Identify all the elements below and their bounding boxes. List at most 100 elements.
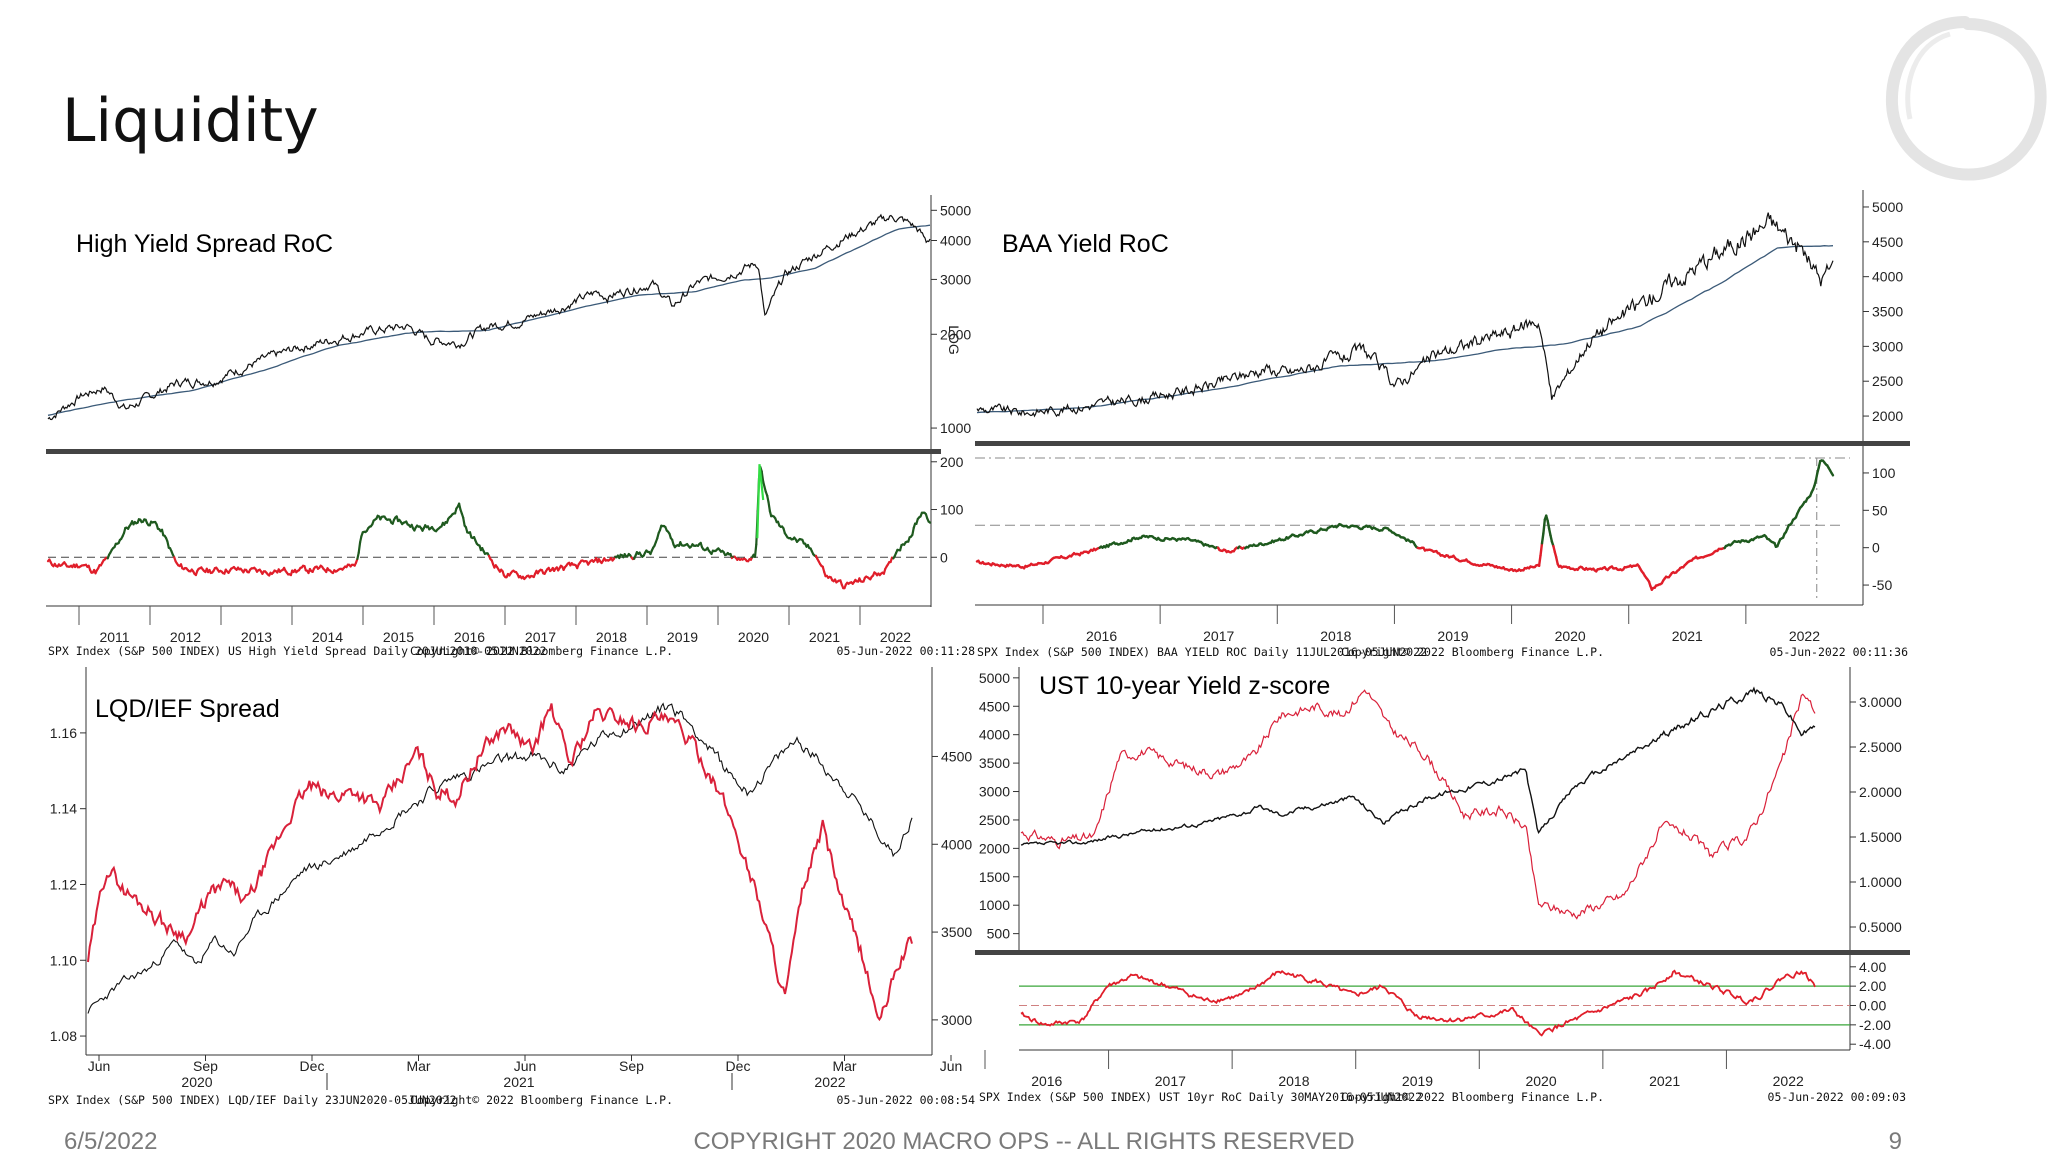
upper-y-tick-label: 4000 — [1872, 269, 1903, 285]
x-tick-label: Mar — [406, 1058, 430, 1074]
left-y-tick-label: 1.14 — [50, 801, 77, 817]
lower-y-tick-label: -2.00 — [1859, 1017, 1891, 1033]
lower-y-tick-label: -4.00 — [1859, 1036, 1891, 1052]
x-tick-label: Sep — [619, 1058, 644, 1074]
x-tick-label: 2018 — [1320, 628, 1351, 644]
chart-title: High Yield Spread RoC — [76, 230, 333, 258]
caption-copyright: Copyright© 2022 Bloomberg Finance L.P. — [410, 1093, 673, 1107]
x-tick-label: 2021 — [1649, 1073, 1680, 1089]
roc-segment — [911, 526, 915, 536]
x-tick-label: 2011 — [99, 629, 129, 645]
x-tick-label: 2016 — [1031, 1073, 1062, 1089]
right-y-tick-label: 1.5000 — [1859, 829, 1902, 845]
right-y-tick-label: 4500 — [941, 748, 972, 764]
right-y-tick-label: 2.5000 — [1859, 739, 1902, 755]
lqd-ief-line — [87, 703, 913, 1022]
upper-y-tick-label: 2000 — [1872, 408, 1903, 424]
roc-segment — [1814, 472, 1819, 482]
x-tick-label: Sep — [193, 1058, 218, 1074]
logo-ring-icon — [1885, 16, 2047, 181]
left-y-tick-label: 1.10 — [50, 952, 77, 968]
upper-y-tick-label: 5000 — [1872, 199, 1903, 215]
x-tick-label: Mar — [832, 1058, 856, 1074]
left-y-tick-label: 2000 — [979, 840, 1010, 856]
x-tick-label: 2022 — [1789, 628, 1820, 644]
lower-y-tick-label: 4.00 — [1859, 959, 1886, 975]
x-tick-label: 2018 — [596, 629, 627, 645]
left-y-tick-label: 5000 — [979, 670, 1010, 686]
pane-separator — [975, 441, 1910, 446]
roc-segment — [767, 501, 772, 513]
caption-source: SPX Index (S&P 500 INDEX) UST 10yr RoC D… — [979, 1090, 1422, 1104]
lower-y-tick-label: 100 — [1872, 465, 1896, 481]
right-y-tick-label: 1.0000 — [1859, 874, 1902, 890]
x-tick-label: 2021 — [809, 629, 840, 645]
caption-timestamp: 05-Jun-2022 00:11:36 — [1770, 645, 1909, 659]
upper-y-tick-label: 5000 — [940, 202, 971, 218]
left-y-tick-label: 500 — [987, 926, 1011, 942]
roc-segment — [1540, 532, 1545, 545]
roc-segment — [1546, 519, 1551, 530]
moving-average-line — [47, 224, 931, 416]
caption-source: SPX Index (S&P 500 INDEX) US High Yield … — [48, 644, 547, 658]
left-y-tick-label: 4500 — [979, 698, 1010, 714]
chart-ust-10y-zscore: 5000 4500 4000 3500 3000 2500 2000 1500 1000 500 3… — [975, 665, 1910, 1115]
x-tick-label: Jun — [88, 1058, 111, 1074]
roc-segment — [1537, 554, 1542, 567]
left-y-tick-label: 1000 — [979, 897, 1010, 913]
x-tick-label: Jun — [514, 1058, 537, 1074]
chart-baa-yield-roc: 5000 4500 4000 3500 3000 2500 2000 BAA Yield Ro… — [975, 190, 1910, 665]
left-y-tick-label: 2500 — [979, 812, 1010, 828]
x-tick-label: 2020 — [1555, 628, 1586, 644]
chart-ust-svg: 5000 4500 4000 3500 3000 2500 2000 1500 1000 500 3… — [975, 667, 1910, 1104]
roc-segment — [1830, 471, 1835, 477]
x-tick-label: 2019 — [667, 629, 698, 645]
chart-lqd-svg: 1.16 1.14 1.12 1.10 1.08 4500 4000 3500 3000 LQD/… — [48, 667, 976, 1107]
x-tick-label: 2016 — [1086, 628, 1117, 644]
zscore-line — [1020, 969, 1816, 1037]
x-tick-label: 2019 — [1437, 628, 1468, 644]
roc-segment — [1542, 518, 1546, 535]
chart-baa-svg: 5000 4500 4000 3500 3000 2500 2000 BAA Yield Ro… — [975, 190, 1910, 659]
lower-y-tick-label: 0.00 — [1859, 998, 1886, 1014]
page-number: 9 — [1888, 1128, 1902, 1155]
spx-line — [1020, 686, 1816, 846]
caption-source: SPX Index (S&P 500 INDEX) LQD/IEF Daily … — [48, 1093, 457, 1107]
upper-y-tick-label: 4500 — [1872, 234, 1903, 250]
left-y-tick-label: 1.16 — [50, 725, 77, 741]
left-y-tick-label: 4000 — [979, 727, 1010, 743]
roc-segment — [357, 541, 362, 554]
x-tick-label: 2022 — [880, 629, 911, 645]
lower-y-tick-label: 50 — [1872, 502, 1888, 518]
lower-y-tick-label: 0 — [1872, 540, 1880, 556]
lower-y-tick-label: -50 — [1872, 577, 1892, 593]
x-year-label: 2021 — [503, 1074, 534, 1090]
chart-lqd-ief-spread: 1.16 1.14 1.12 1.10 1.08 4500 4000 3500 3000 LQD/… — [44, 665, 979, 1115]
x-tick-label: 2020 — [1525, 1073, 1556, 1089]
upper-y-tick-label: 2500 — [1872, 373, 1903, 389]
right-y-tick-label: 3.0000 — [1859, 694, 1902, 710]
lower-y-tick-label: 200 — [940, 454, 964, 470]
slide-title: Liquidity — [62, 86, 319, 156]
caption-copyright: Copyright© 2022 Bloomberg Finance L.P. — [410, 644, 673, 658]
lower-y-tick-label: 0 — [940, 549, 948, 565]
price-line — [976, 212, 1834, 418]
roc-segment — [766, 494, 770, 504]
upper-y-tick-label: 3000 — [940, 271, 971, 287]
footer-date: 6/5/2022 — [64, 1128, 158, 1155]
x-year-label: 2022 — [814, 1074, 845, 1090]
caption-source: SPX Index (S&P 500 INDEX) BAA YIELD ROC … — [977, 645, 1427, 659]
upper-y-tick-label: 1000 — [940, 420, 971, 436]
x-tick-label: 2021 — [1672, 628, 1703, 644]
x-tick-label: 2018 — [1278, 1073, 1309, 1089]
roc-segment — [753, 543, 758, 558]
roc-spike — [756, 464, 765, 539]
roc-segment — [1539, 542, 1544, 557]
caption-timestamp: 05-Jun-2022 00:08:54 — [837, 1093, 976, 1107]
chart-high-yield-spread-roc: 5000 4000 3000 2000 1000 LOG High Yield Spread… — [44, 195, 979, 665]
x-tick-label: 2014 — [312, 629, 343, 645]
pane-separator — [46, 449, 941, 454]
left-y-tick-label: 1500 — [979, 869, 1010, 885]
footer-copyright: COPYRIGHT 2020 MACRO OPS -- ALL RIGHTS R… — [693, 1128, 1355, 1155]
